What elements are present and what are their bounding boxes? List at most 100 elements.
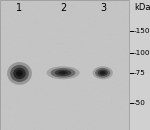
Point (36, 18, 38, 20)
Point (34, 84, 36, 86)
Point (95, 79, 98, 81)
Point (18, 108, 21, 110)
Point (94, 7, 96, 9)
Point (60, 113, 62, 115)
Point (45, 59, 47, 61)
Point (40, 41, 42, 43)
Point (12, 44, 14, 46)
Point (90, 26, 93, 28)
Point (10, 85, 12, 87)
Point (5, 47, 7, 50)
Point (48, 112, 50, 114)
Point (112, 81, 115, 83)
Point (96, 65, 98, 67)
Point (91, 47, 93, 49)
Point (128, 21, 130, 23)
Point (28, 40, 30, 42)
Point (10, 81, 12, 83)
Point (94, 28, 96, 30)
Point (57, 31, 59, 33)
Point (61, 25, 63, 27)
Point (62, 64, 65, 66)
Point (115, 124, 117, 126)
Point (7, 36, 9, 38)
Point (42, 113, 45, 115)
Point (15, 126, 18, 128)
Point (60, 28, 62, 30)
Point (54, 113, 56, 115)
Point (14, 129, 17, 130)
Point (28, 4, 30, 6)
Point (47, 13, 49, 15)
Point (111, 77, 113, 79)
Point (118, 51, 121, 53)
Point (6, 70, 9, 73)
Point (4, 68, 7, 70)
Point (62, 92, 64, 94)
Point (90, 15, 92, 17)
Point (13, 77, 15, 80)
Point (47, 73, 49, 75)
Point (4, 83, 6, 85)
Point (74, 88, 76, 90)
Point (53, 9, 55, 11)
Point (20, 14, 22, 16)
Point (22, 32, 24, 34)
Point (19, 28, 21, 30)
Point (113, 10, 115, 12)
Point (67, 55, 70, 57)
Point (85, 121, 87, 123)
Point (27, 109, 29, 111)
Point (97, 10, 99, 12)
Point (114, 82, 116, 84)
Point (14, 77, 16, 79)
Point (36, 68, 38, 70)
Point (78, 52, 81, 54)
Point (11, 74, 14, 77)
Point (96, 119, 99, 121)
Point (104, 46, 107, 48)
Point (52, 81, 54, 83)
Point (63, 70, 65, 72)
Point (94, 73, 96, 75)
Point (58, 8, 61, 10)
Point (90, 78, 93, 80)
Point (69, 86, 71, 88)
Point (56, 43, 58, 45)
Point (111, 70, 113, 72)
Point (49, 20, 52, 22)
Point (84, 102, 86, 104)
Point (97, 60, 100, 62)
Point (109, 70, 112, 72)
Point (45, 1, 47, 3)
Point (76, 18, 78, 21)
Point (14, 123, 17, 125)
Point (49, 82, 51, 84)
Point (3, 91, 5, 93)
Point (12, 93, 14, 95)
Point (113, 33, 116, 35)
Point (98, 100, 101, 103)
Point (14, 5, 16, 7)
Point (31, 79, 34, 81)
Point (63, 77, 66, 79)
Point (108, 17, 110, 20)
Point (1, 120, 3, 122)
Point (96, 46, 99, 48)
Point (19, 120, 22, 122)
Point (106, 45, 108, 47)
Point (114, 50, 117, 52)
Point (66, 127, 68, 129)
Point (38, 63, 41, 65)
Point (72, 48, 74, 50)
Point (39, 61, 42, 64)
Point (107, 74, 110, 76)
Point (62, 102, 65, 104)
Point (6, 2, 8, 4)
Point (105, 108, 108, 110)
Point (101, 108, 103, 110)
Point (114, 37, 117, 40)
Point (38, 109, 41, 112)
Point (12, 62, 14, 64)
Point (65, 20, 67, 22)
